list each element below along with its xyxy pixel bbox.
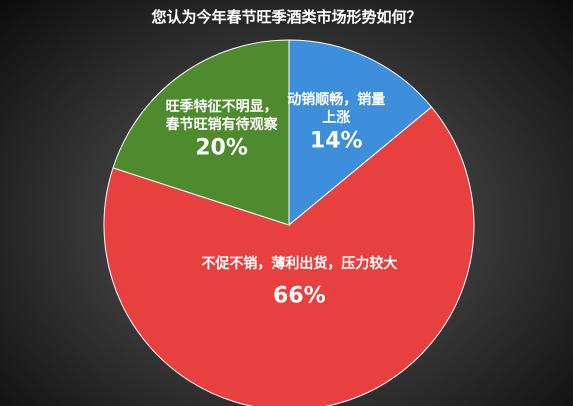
slice-label: 动销顺畅，销量 上涨 — [287, 91, 386, 126]
value-label: 20% — [195, 135, 248, 161]
pie-slice — [288, 39, 433, 227]
chart-title: 您认为今年春节旺季酒类市场形势如何？ — [151, 8, 422, 26]
pie-slice — [103, 106, 475, 406]
slice-label: 不促不销，薄利出货，压力较大 — [201, 255, 398, 272]
slice-label: 旺季特征不明显， 春节旺销有待观察 — [165, 99, 278, 134]
value-label: 14% — [309, 128, 363, 154]
pie-slice — [112, 39, 290, 226]
value-label: 66% — [273, 283, 326, 309]
